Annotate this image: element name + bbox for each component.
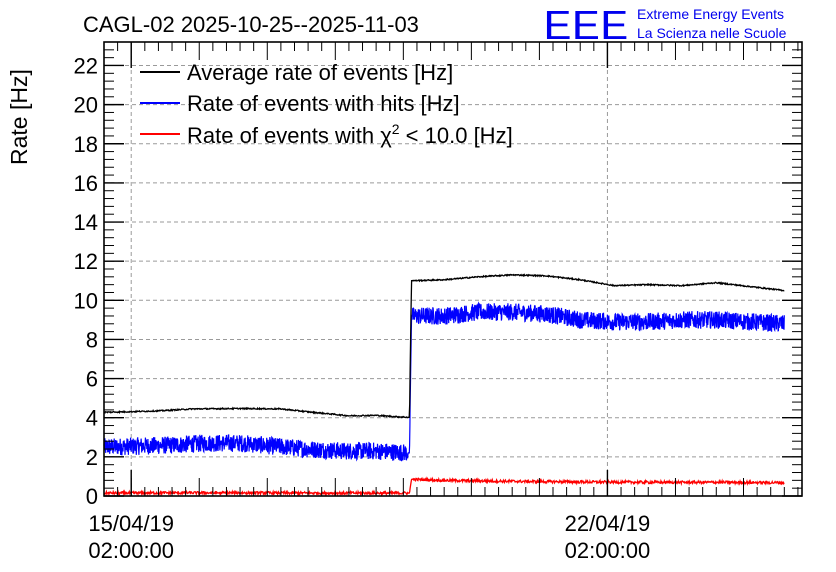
y-tick-label: 20 [74,93,98,118]
series-line-1 [103,301,785,462]
y-tick-label: 8 [86,327,98,352]
y-tick-label: 2 [86,445,98,470]
y-tick-labels: 0 2 4 6 8 10 12 14 16 18 20 22 [74,53,98,509]
eee-logo: EEE Extreme Energy Events La Scienza nel… [542,0,787,51]
axis-ticks [103,41,802,497]
x-tick-label-time: 02:00:00 [565,538,651,563]
y-axis-label: Rate [Hz] [6,69,32,165]
chart-title: CAGL-02 2025-10-25--2025-11-03 [83,12,419,37]
y-tick-label: 14 [74,210,98,235]
legend-label-hits: Rate of events with hits [Hz] [187,91,460,116]
logo-line1: Extreme Energy Events [637,6,784,22]
series-line-2 [103,476,785,497]
legend-chi2-main: Rate of events with χ [187,123,392,148]
legend-chi2-sup: 2 [392,121,400,137]
series-line-0 [103,273,785,419]
x-tick-label-date: 22/04/19 [565,511,651,536]
y-tick-label: 22 [74,53,98,78]
legend: Average rate of events [Hz] Rate of even… [140,60,513,148]
legend-label-average: Average rate of events [Hz] [187,60,453,85]
logo-line2: La Scienza nelle Scuole [637,25,787,41]
legend-label-chi2: Rate of events with χ2 < 10.0 [Hz] [187,121,513,148]
y-tick-label: 6 [86,367,98,392]
y-tick-label: 12 [74,249,98,274]
x-tick-label-time: 02:00:00 [88,538,174,563]
series-layer [103,273,785,497]
y-tick-label: 18 [74,132,98,157]
y-tick-label: 16 [74,171,98,196]
y-tick-label: 0 [86,484,98,509]
grid-lines [104,42,802,496]
y-tick-label: 10 [74,288,98,313]
y-tick-label: 4 [86,406,98,431]
x-tick-label-date: 15/04/19 [88,511,174,536]
legend-chi2-tail: < 10.0 [Hz] [400,123,513,148]
